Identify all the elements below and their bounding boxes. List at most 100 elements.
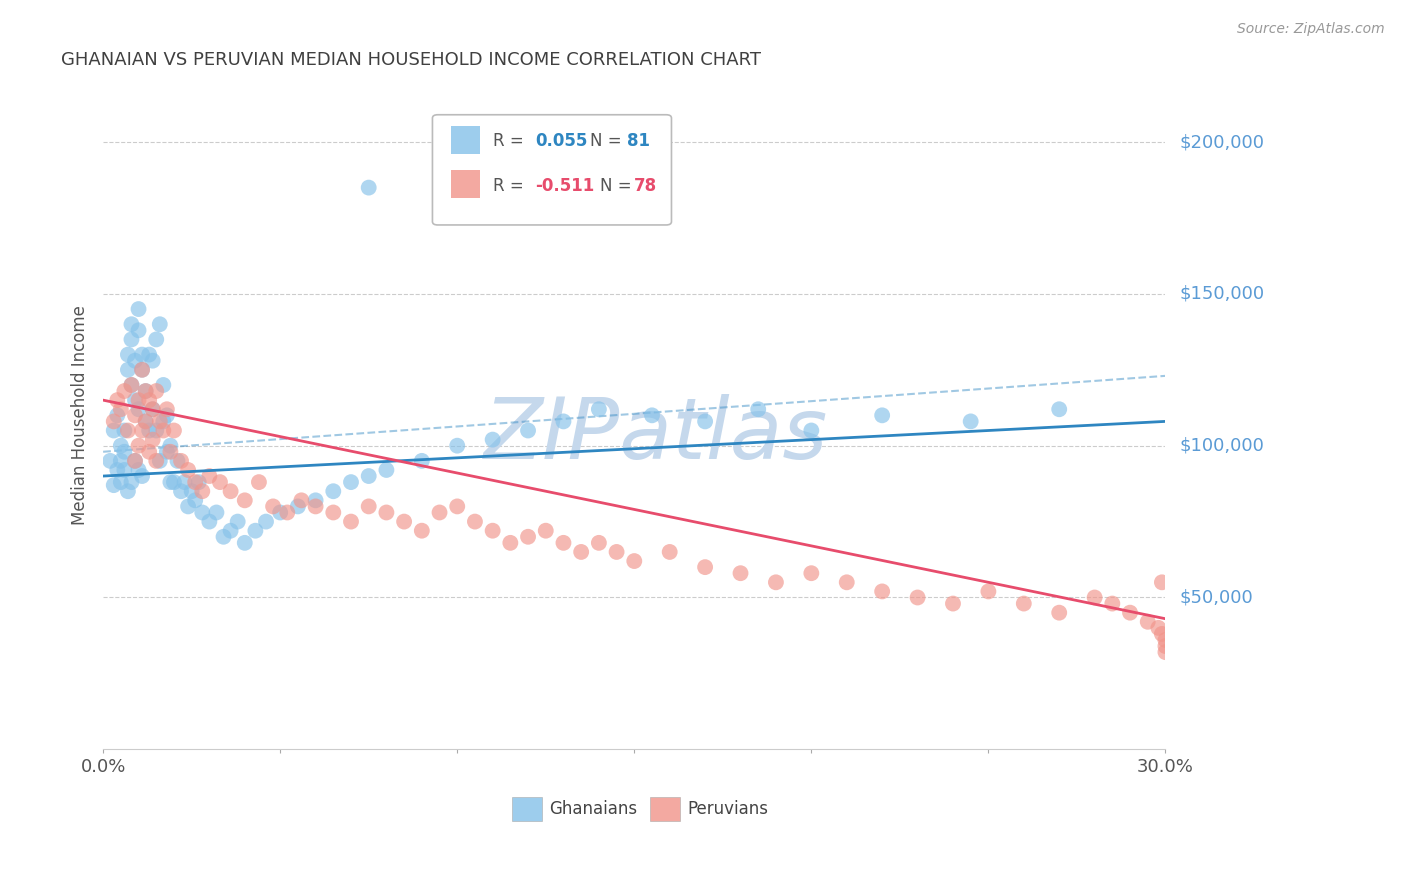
Point <box>128 402 150 417</box>
Point <box>120 333 142 347</box>
Point <box>120 378 142 392</box>
Point <box>870 584 893 599</box>
Point <box>138 393 160 408</box>
FancyBboxPatch shape <box>512 797 541 822</box>
Text: $200,000: $200,000 <box>1180 133 1264 151</box>
Point <box>145 333 167 347</box>
Text: $50,000: $50,000 <box>1180 589 1253 607</box>
Point <box>149 317 172 331</box>
Point <box>138 424 160 438</box>
Point <box>800 424 823 438</box>
Point <box>233 493 256 508</box>
Point <box>124 393 146 408</box>
Text: N =: N = <box>600 177 631 194</box>
Point <box>152 414 174 428</box>
Point <box>1154 639 1177 653</box>
Point <box>219 484 242 499</box>
Point <box>588 536 610 550</box>
Point <box>103 424 125 438</box>
Point <box>131 363 153 377</box>
Point <box>464 515 486 529</box>
Point <box>392 515 415 529</box>
Text: 81: 81 <box>627 133 650 151</box>
Text: N =: N = <box>589 133 621 151</box>
Point <box>112 424 135 438</box>
Point <box>156 444 179 458</box>
Point <box>219 524 242 538</box>
Point <box>1084 591 1107 605</box>
Point <box>159 444 181 458</box>
Point <box>184 493 207 508</box>
Text: R =: R = <box>494 177 524 194</box>
Point <box>145 424 167 438</box>
Point <box>907 591 929 605</box>
Point <box>1136 615 1159 629</box>
Point <box>103 414 125 428</box>
Point <box>117 348 139 362</box>
Text: GHANAIAN VS PERUVIAN MEDIAN HOUSEHOLD INCOME CORRELATION CHART: GHANAIAN VS PERUVIAN MEDIAN HOUSEHOLD IN… <box>60 51 761 69</box>
Point <box>588 402 610 417</box>
Point <box>208 475 231 489</box>
Point <box>184 475 207 489</box>
FancyBboxPatch shape <box>433 115 672 225</box>
Point <box>149 414 172 428</box>
Point <box>942 597 965 611</box>
FancyBboxPatch shape <box>650 797 681 822</box>
Point <box>128 323 150 337</box>
Point <box>357 469 380 483</box>
Point <box>131 469 153 483</box>
Point <box>569 545 592 559</box>
Point <box>730 566 752 581</box>
Point <box>481 433 503 447</box>
Y-axis label: Median Household Income: Median Household Income <box>72 305 89 525</box>
Point <box>117 484 139 499</box>
Point <box>142 402 165 417</box>
Point <box>124 454 146 468</box>
Point <box>835 575 858 590</box>
Point <box>1150 575 1173 590</box>
Point <box>693 560 716 574</box>
Point <box>606 545 628 559</box>
Point <box>1047 606 1070 620</box>
Point <box>1047 402 1070 417</box>
Text: Source: ZipAtlas.com: Source: ZipAtlas.com <box>1237 22 1385 37</box>
Point <box>152 378 174 392</box>
Point <box>517 424 540 438</box>
Point <box>198 469 221 483</box>
Point <box>959 414 981 428</box>
Point <box>233 536 256 550</box>
Point <box>156 409 179 423</box>
Point <box>128 463 150 477</box>
Text: Ghanaians: Ghanaians <box>550 800 637 819</box>
Point <box>131 348 153 362</box>
Point <box>117 363 139 377</box>
Point <box>163 424 186 438</box>
Point <box>145 454 167 468</box>
FancyBboxPatch shape <box>450 126 481 154</box>
Point <box>1119 606 1142 620</box>
Point <box>159 475 181 489</box>
Point <box>411 524 433 538</box>
Point <box>110 402 132 417</box>
Point <box>304 500 326 514</box>
Point <box>128 439 150 453</box>
Point <box>212 530 235 544</box>
Point <box>322 484 344 499</box>
Point <box>553 414 575 428</box>
Point <box>120 378 142 392</box>
Point <box>226 515 249 529</box>
Point <box>411 454 433 468</box>
Point <box>446 439 468 453</box>
Point <box>623 554 645 568</box>
Point <box>499 536 522 550</box>
Point <box>747 402 769 417</box>
Point <box>481 524 503 538</box>
Point <box>142 433 165 447</box>
Point <box>135 384 157 398</box>
Point <box>120 317 142 331</box>
Point <box>131 424 153 438</box>
Text: ZIPatlas: ZIPatlas <box>484 394 828 477</box>
Point <box>658 545 681 559</box>
Point <box>135 384 157 398</box>
Point <box>135 414 157 428</box>
